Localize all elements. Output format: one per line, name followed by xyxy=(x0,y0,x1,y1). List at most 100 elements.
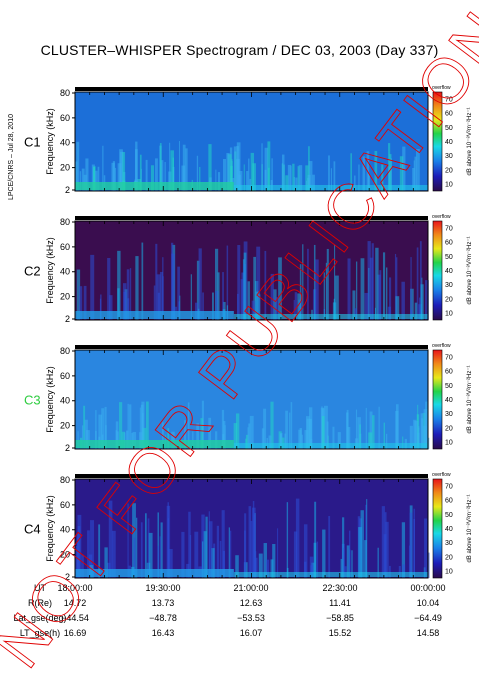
emission-streak xyxy=(287,164,292,191)
emission-streak xyxy=(377,547,379,578)
emission-streak xyxy=(235,413,240,449)
emission-streak xyxy=(247,427,249,449)
emission-streak xyxy=(285,175,289,191)
emission-streak xyxy=(389,277,392,320)
emission-streak xyxy=(208,144,212,191)
colorbar-tick-label: 60 xyxy=(445,369,453,376)
emission-streak xyxy=(402,564,406,578)
emission-streak xyxy=(101,408,105,449)
emission-streak xyxy=(326,421,329,449)
emission-streak xyxy=(368,267,370,320)
emission-streak xyxy=(98,524,101,578)
colorbar-tick-label: 50 xyxy=(445,254,453,261)
emission-streak xyxy=(261,428,265,449)
spacecraft-label: C4 xyxy=(24,522,41,537)
emission-streak xyxy=(221,510,225,578)
y-tick-label: 40 xyxy=(60,525,70,535)
colorbar-tick-label: 40 xyxy=(445,526,453,533)
emission-streak xyxy=(187,402,190,449)
emission-streak xyxy=(215,291,219,320)
emission-streak xyxy=(157,545,159,578)
emission-streak xyxy=(401,281,405,320)
emission-streak xyxy=(270,559,274,578)
ephemeris-row: Lat_gse(deg)−44.54 −48.78 −53.53 −58.85 −64.… xyxy=(13,613,441,623)
emission-streak xyxy=(306,418,311,449)
emission-streak xyxy=(389,154,392,191)
emission-streak xyxy=(313,542,317,578)
emission-streak xyxy=(83,285,87,320)
emission-streak xyxy=(272,543,276,578)
colorbar-label: dB above 10⁻⁸V²m⁻²Hz⁻¹ xyxy=(466,365,473,433)
emission-streak xyxy=(333,161,336,191)
emission-streak xyxy=(326,248,329,320)
emission-streak xyxy=(385,267,388,320)
ephemeris-value: 21:00:00 xyxy=(233,583,268,593)
colorbar-label: dB above 10⁻⁸V²m⁻²Hz⁻¹ xyxy=(466,494,473,562)
emission-streak xyxy=(357,417,361,449)
ephemeris-value: 15.52 xyxy=(329,628,352,638)
emission-streak xyxy=(156,274,161,320)
emission-streak xyxy=(399,156,404,191)
emission-streak xyxy=(284,433,287,449)
emission-streak xyxy=(299,264,302,320)
emission-streak xyxy=(87,530,90,578)
emission-streak xyxy=(115,421,119,449)
colorbar xyxy=(432,478,443,579)
emission-streak xyxy=(307,174,311,191)
emission-streak xyxy=(236,158,240,191)
ephemeris-value: 10.04 xyxy=(417,598,440,608)
ephemeris-value: 12.63 xyxy=(240,598,263,608)
emission-streak xyxy=(264,250,267,320)
emission-streak xyxy=(237,245,241,320)
emission-streak xyxy=(159,271,163,320)
emission-streak xyxy=(413,160,415,191)
emission-streak xyxy=(81,168,85,191)
emission-streak xyxy=(295,177,298,191)
emission-streak xyxy=(414,156,417,191)
emission-streak xyxy=(413,419,417,449)
panel-c4: 2 20 40 60 80 Frequency (kHz) C4 overflow 10 20 30… xyxy=(24,472,473,582)
emission-streak xyxy=(248,506,252,578)
emission-streak xyxy=(248,423,251,449)
emission-streak xyxy=(216,525,220,578)
emission-streak xyxy=(205,516,208,578)
emission-streak xyxy=(264,169,267,191)
colorbar-tick-label: 40 xyxy=(445,139,453,146)
emission-streak xyxy=(105,425,107,449)
emission-streak xyxy=(346,409,349,449)
emission-streak xyxy=(172,157,174,191)
emission-streak xyxy=(414,302,418,320)
y-axis-label: Frequency (kHz) xyxy=(45,108,55,175)
emission-streak xyxy=(203,531,207,578)
emission-streak xyxy=(79,286,83,320)
emission-streak xyxy=(111,162,115,191)
emission-streak xyxy=(261,143,263,191)
emission-streak xyxy=(233,146,237,191)
emission-streak xyxy=(247,281,250,320)
ephemeris-row: LT_gse(h) 16.69 16.43 16.07 15.52 14.58 xyxy=(20,628,439,638)
emission-streak xyxy=(398,565,401,578)
emission-streak xyxy=(81,554,84,578)
emission-streak xyxy=(334,244,336,320)
emission-streak xyxy=(244,530,246,578)
emission-streak xyxy=(427,552,430,578)
emission-streak xyxy=(231,159,233,191)
low-frequency-band xyxy=(75,182,234,190)
emission-streak xyxy=(354,175,356,191)
emission-streak xyxy=(388,143,391,191)
emission-streak xyxy=(194,531,199,578)
emission-streak xyxy=(322,529,326,578)
y-tick-label: 20 xyxy=(60,292,70,302)
emission-streak xyxy=(332,426,335,449)
emission-streak xyxy=(421,277,423,320)
emission-streak xyxy=(196,423,200,449)
emission-streak xyxy=(294,292,298,320)
emission-streak xyxy=(375,247,379,320)
ephemeris-value: 16.43 xyxy=(152,628,175,638)
emission-streak xyxy=(323,272,325,320)
emission-streak xyxy=(355,409,358,449)
emission-streak xyxy=(274,297,279,320)
emission-streak xyxy=(312,174,315,191)
y-tick-label: 60 xyxy=(60,500,70,510)
emission-streak xyxy=(301,434,303,449)
